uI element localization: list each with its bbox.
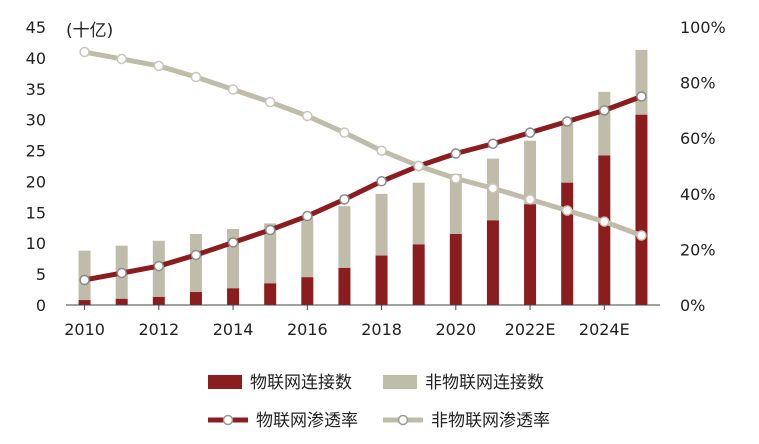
line-point [450, 173, 462, 184]
line-point [599, 105, 610, 116]
y-right-tick-label: 20% [680, 240, 716, 259]
line-point [302, 110, 313, 122]
line-point [153, 60, 165, 72]
line-point [264, 224, 276, 236]
bar-iot [338, 267, 351, 305]
line-point [153, 260, 165, 272]
bar-non-iot [449, 174, 462, 234]
bar-non-iot [635, 49, 648, 115]
line-point [636, 91, 647, 102]
line-non-iot-penetration [84, 49, 643, 238]
line-point [376, 176, 387, 187]
line-point [116, 53, 127, 65]
y-left-tick-label: 20 [26, 172, 46, 191]
bar-iot [78, 300, 91, 305]
line-point [561, 205, 573, 216]
bar-iot [486, 220, 499, 305]
x-tick-label: 2012 [138, 320, 179, 339]
bar-non-iot [338, 206, 351, 268]
line-point [376, 145, 387, 156]
unit-label: (十亿) [66, 21, 113, 41]
y-left-tick-label: 35 [26, 80, 46, 99]
bar-iot [264, 283, 277, 305]
line-point [264, 96, 276, 108]
line-point [524, 127, 536, 138]
y-left-tick-label: 10 [26, 234, 46, 253]
line-point [450, 148, 462, 159]
line-point [79, 274, 90, 286]
bar-iot [524, 204, 537, 305]
bar-non-iot [561, 120, 574, 183]
bar-iot [598, 155, 611, 305]
y-right-tick-label: 60% [680, 129, 716, 148]
bar-non-iot [375, 193, 388, 256]
x-tick-label: 2016 [287, 320, 328, 339]
y-left-tick-label: 15 [26, 203, 46, 222]
bar-iot [152, 296, 165, 305]
y-left-tick-label: 25 [26, 142, 46, 161]
legend-label: 物联网连接数 [250, 373, 352, 393]
bar-iot [412, 244, 425, 305]
axes-layer: 0 5 10 15 20 25 30 35 40 45 0% 20% 40% 60% 80% 100% 2010… [26, 18, 726, 339]
legend-label: 物联网渗透率 [256, 411, 358, 431]
line-point [413, 160, 424, 172]
x-tick-label: 2014 [213, 320, 254, 339]
legend-swatch-marker [397, 414, 409, 426]
x-tick-label: 2022E [505, 320, 556, 339]
line-point [190, 249, 202, 261]
line-point [561, 116, 573, 127]
line-point [302, 210, 313, 222]
y-left-tick-label: 5 [36, 265, 46, 284]
x-tick-label: 2020 [435, 320, 476, 339]
legend-swatch-bar [383, 375, 417, 389]
bar-non-iot [524, 140, 537, 205]
legend-swatch-marker [222, 414, 234, 426]
bar-iot [189, 292, 202, 305]
line-point [487, 182, 499, 194]
legend-label: 非物联网连接数 [425, 373, 544, 393]
x-tick-label: 2018 [361, 320, 402, 339]
bar-iot [561, 182, 574, 305]
lines-layer [79, 46, 647, 286]
bar-non-iot [301, 217, 314, 278]
line-point [227, 84, 239, 95]
y-left-tick-label: 40 [26, 49, 46, 68]
bar-non-iot [264, 223, 277, 284]
x-tick-label: 2024E [579, 320, 630, 339]
line-point [339, 194, 350, 205]
bar-non-iot [189, 233, 202, 293]
y-left-tick-label: 30 [26, 111, 46, 130]
y-right-tick-label: 40% [680, 185, 716, 204]
y-right-tick-label: 0% [680, 296, 705, 315]
legend-swatch-bar [208, 375, 242, 389]
line-iot-penetration [84, 94, 643, 283]
bars-layer [78, 49, 648, 305]
line-point [190, 71, 202, 83]
bar-non-iot [412, 182, 425, 245]
line-point [116, 267, 127, 279]
line-point [524, 194, 536, 205]
y-right-tick-label: 100% [680, 18, 726, 37]
legend-label: 非物联网渗透率 [431, 411, 550, 431]
bar-iot [375, 255, 388, 305]
bar-iot [227, 288, 240, 305]
y-left-tick-label: 45 [26, 18, 46, 37]
line-point [79, 46, 90, 58]
line-point [487, 138, 499, 150]
x-tick-label: 2010 [64, 320, 105, 339]
line-point [636, 230, 647, 241]
line-point [227, 237, 239, 248]
line-point [599, 216, 610, 227]
bar-iot [635, 114, 648, 305]
y-right-tick-label: 80% [680, 74, 716, 93]
bar-iot [449, 233, 462, 305]
bar-non-iot [598, 91, 611, 156]
bar-iot [301, 277, 314, 305]
bar-iot [115, 298, 128, 305]
y-left-tick-label: 0 [36, 296, 46, 315]
line-point [339, 127, 350, 138]
